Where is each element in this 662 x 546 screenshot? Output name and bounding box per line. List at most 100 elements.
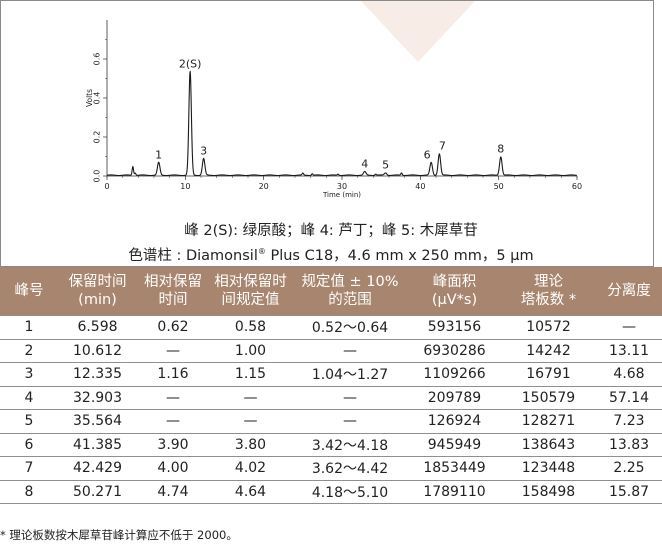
peak-label: 2(S) (179, 58, 202, 71)
column-header-line: 塔板数 * (520, 292, 577, 308)
table-row: 7 42.429 4.00 4.02 3.62～4.42 1853449 123448 2.2… (0, 456, 662, 481)
table-row: 8 50.271 4.74 4.64 4.18～5.10 1789110 158498 15.… (0, 480, 662, 504)
peak-label: 8 (497, 142, 504, 155)
x-tick-label: 0 (104, 182, 109, 191)
column-header-line: 相对保留 (144, 274, 202, 290)
column-header: 理论塔板数 * (501, 267, 596, 316)
table-cell: 4.68 (596, 362, 662, 387)
table-cell: — (137, 386, 209, 410)
table-cell: 7 (0, 456, 58, 481)
y-axis-label: Volts (85, 89, 94, 107)
table-cell: 0.52～0.64 (292, 315, 408, 340)
table-cell: 10.612 (58, 339, 137, 363)
peak-label: 4 (361, 157, 368, 170)
table-cell: 4.02 (209, 456, 292, 481)
table-cell: 6930286 (408, 339, 501, 363)
table-cell: — (292, 339, 408, 363)
column-header-line: 理论 (534, 274, 563, 290)
table-cell: 2.25 (596, 456, 662, 481)
y-tick-label: 0.6 (93, 53, 102, 66)
column-header-line: 时间 (158, 292, 188, 308)
table-cell: 1 (0, 315, 58, 340)
table-cell: 41.385 (58, 433, 137, 457)
table-cell: — (292, 409, 408, 434)
table-cell: 8 (0, 480, 58, 504)
table-cell: — (209, 409, 292, 434)
table-row: 6 41.385 3.90 3.80 3.42～4.18 945949 138643 13.8… (0, 433, 662, 457)
table-cell: 3.62～4.42 (292, 456, 408, 481)
table-cell: 1853449 (408, 456, 501, 481)
x-axis-label: Time (min) (322, 191, 361, 199)
x-tick-label: 30 (337, 182, 347, 191)
column-header-line: 峰面积 (432, 274, 477, 290)
table-cell: 57.14 (596, 386, 662, 410)
table-cell: 138643 (501, 433, 596, 457)
column-header-line: 规定值 ± 10% (301, 274, 399, 290)
y-tick-label: 0.2 (93, 131, 102, 144)
table-cell: 16791 (501, 362, 596, 387)
peak-data-table: 峰号 保留时间 (min) 相对保留 时间 相对保留时 间规定值 规定值 ± 10% 的范围 峰面… (0, 267, 662, 504)
column-info-prefix: 色谱柱 : Diamonsil (128, 248, 258, 264)
column-header: 分离度 (596, 267, 662, 316)
table-cell: 7.23 (596, 409, 662, 434)
table-cell: 593156 (408, 315, 501, 340)
table-cell: 42.429 (58, 456, 137, 481)
column-header-line: 分离度 (607, 283, 651, 299)
table-cell: 209789 (408, 386, 501, 410)
table-row: 4 32.903— — —209789 150579 57.14 (0, 386, 662, 410)
chromatogram-trace (106, 70, 577, 177)
table-cell: 4.64 (209, 480, 292, 504)
peak-label: 7 (439, 140, 446, 153)
table-cell: 0.58 (209, 315, 292, 340)
table-cell: 150579 (501, 386, 596, 410)
table-cell: 5 (0, 409, 58, 434)
table-cell: 13.11 (596, 339, 662, 363)
peak-label: 3 (200, 144, 207, 157)
table-body: 1 6.598 0.62 0.58 0.52～0.64 593156 10572—2 10.6… (0, 315, 662, 504)
x-tick-label: 50 (494, 182, 504, 191)
column-header: 峰号 (0, 267, 58, 316)
x-tick-label: 60 (572, 182, 582, 191)
table-cell: 4.18～5.10 (292, 480, 408, 504)
table-cell: 3.42～4.18 (292, 433, 408, 457)
column-header-line: 的范围 (328, 292, 372, 308)
table-cell: 128271 (501, 409, 596, 434)
column-header-line: 间规定值 (221, 292, 280, 308)
table-cell: 1.15 (209, 362, 292, 387)
table-cell: 1.16 (137, 362, 209, 387)
column-header-line: 峰号 (14, 283, 44, 299)
table-cell: — (596, 315, 662, 340)
table-cell: 1789110 (408, 480, 501, 504)
table-cell: 50.271 (58, 480, 137, 504)
x-tick-label: 10 (180, 182, 190, 191)
table-cell: 0.62 (137, 315, 209, 340)
table-row: 1 6.598 0.62 0.58 0.52～0.64 593156 10572— (0, 315, 662, 340)
table-cell: 1109266 (408, 362, 501, 387)
table-cell: 1.00 (209, 339, 292, 363)
table-cell: 3.90 (137, 433, 209, 457)
table-cell: 158498 (501, 480, 596, 504)
chromatogram-frame (0, 0, 654, 267)
column-header: 相对保留 时间 (137, 267, 209, 316)
table-cell: 3.80 (209, 433, 292, 457)
table-cell: 2 (0, 339, 58, 363)
table-header-row: 峰号 保留时间 (min) 相对保留 时间 相对保留时 间规定值 规定值 ± 10% 的范围 峰面… (0, 267, 662, 316)
column-header: 保留时间 (min) (58, 267, 137, 316)
watermark-triangle (360, 0, 476, 62)
table-cell: — (137, 409, 209, 434)
table-row: 3 12.335 1.16 1.15 1.04～1.27 1109266 16791 4.68 (0, 362, 662, 387)
table-cell: 14242 (501, 339, 596, 363)
x-tick-label: 20 (259, 182, 269, 191)
column-header-line: 相对保留时 (214, 274, 287, 290)
table-cell: — (292, 386, 408, 410)
y-tick-label: 0.4 (93, 92, 102, 105)
table-cell: 4.74 (137, 480, 209, 504)
chromatogram-chart: 0 10 20 30 40 50 60 0.0 0.2 0.4 0.6 Time (min) Volts… (85, 20, 582, 199)
table-cell: 3 (0, 362, 58, 387)
table-cell: 12.335 (58, 362, 137, 387)
table-cell: 13.83 (596, 433, 662, 457)
table-cell: 126924 (408, 409, 501, 434)
column-header-line: (μV*s) (431, 292, 478, 308)
table-cell: 123448 (501, 456, 596, 481)
column-header-line: (min) (78, 292, 117, 308)
